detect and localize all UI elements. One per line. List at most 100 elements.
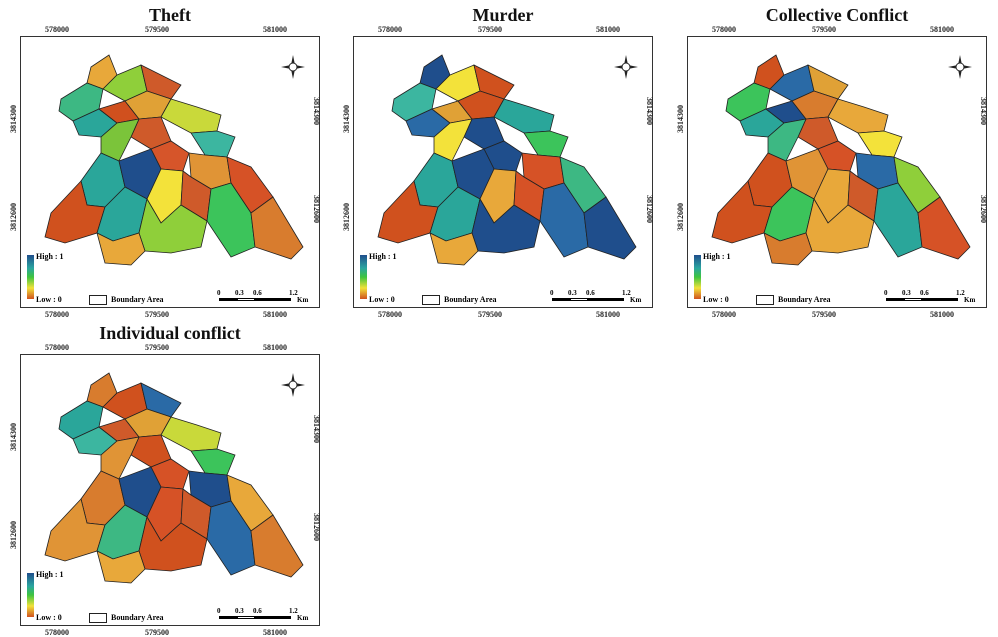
district-region xyxy=(827,98,889,134)
district-region xyxy=(250,196,304,260)
x-tick-label: 578000 xyxy=(712,310,736,319)
x-tick-label: 578000 xyxy=(45,25,69,34)
scale-label: 0 xyxy=(550,289,554,297)
district-region xyxy=(190,448,236,476)
boundary-legend-label: Boundary Area xyxy=(111,613,164,622)
district-region xyxy=(857,130,903,158)
scale-unit: Km xyxy=(297,614,309,622)
scale-segment xyxy=(237,616,255,619)
legend-high-label: High : 1 xyxy=(369,252,397,261)
x-tick-label: 578000 xyxy=(378,25,402,34)
x-tick-label: 581000 xyxy=(263,310,287,319)
district-region xyxy=(471,197,541,254)
scale-segment xyxy=(904,298,922,301)
x-tick-label: 579500 xyxy=(478,310,502,319)
north-arrow-icon xyxy=(948,55,972,79)
map-panel-theft: Theft 578000 578000 579500 579500 581000 58100… xyxy=(9,4,330,319)
map-frame: 578000 578000 579500 579500 581000 581000 3814… xyxy=(9,25,321,319)
boundary-legend-swatch xyxy=(756,295,774,305)
y-tick-label: 3812600 xyxy=(342,203,351,231)
map-frame: 578000 578000 579500 579500 581000 581000 3814… xyxy=(342,25,654,319)
scale-label: 0.6 xyxy=(253,607,262,615)
north-arrow-icon xyxy=(281,373,305,397)
scale-bar: 0 0.3 0.6 1.2 Km xyxy=(550,289,641,304)
scale-label: 0 xyxy=(217,607,221,615)
legend-low-label: Low : 0 xyxy=(369,295,395,304)
x-tick-label: 578000 xyxy=(45,343,69,352)
district-region xyxy=(250,514,304,578)
north-arrow-icon xyxy=(614,55,638,79)
legend-color-ramp xyxy=(27,255,34,299)
panel-title: Individual conflict xyxy=(99,323,241,343)
scale-label: 0 xyxy=(217,289,221,297)
scale-label: 0.6 xyxy=(586,289,595,297)
boundary-legend-label: Boundary Area xyxy=(444,295,497,304)
panel-title: Murder xyxy=(472,5,534,25)
scale-unit: Km xyxy=(297,296,309,304)
x-tick-label: 579500 xyxy=(145,343,169,352)
north-arrow-icon xyxy=(281,55,305,79)
scale-label: 0 xyxy=(884,289,888,297)
district-region xyxy=(190,130,236,158)
x-tick-label: 581000 xyxy=(930,25,954,34)
district-region xyxy=(160,416,222,452)
y-tick-label: 3814300 xyxy=(9,423,18,451)
scale-label: 0.3 xyxy=(235,607,244,615)
x-tick-label: 581000 xyxy=(596,310,620,319)
legend-high-label: High : 1 xyxy=(703,252,731,261)
y-tick-label: 3814300 xyxy=(9,105,18,133)
legend-color-ramp xyxy=(27,573,34,617)
district-region xyxy=(138,197,208,254)
legend-low-label: Low : 0 xyxy=(36,295,62,304)
choropleth-map xyxy=(711,54,971,266)
scale-segment xyxy=(886,298,904,301)
x-tick-label: 579500 xyxy=(145,628,169,637)
scale-unit: Km xyxy=(630,296,642,304)
x-tick-label: 581000 xyxy=(263,628,287,637)
x-tick-label: 581000 xyxy=(263,25,287,34)
scale-bar: 0 0.3 0.6 1.2 Km xyxy=(217,607,308,622)
x-tick-label: 581000 xyxy=(930,310,954,319)
scale-segment xyxy=(922,298,958,301)
y-tick-label: 3814300 xyxy=(342,105,351,133)
district-region xyxy=(523,130,569,158)
boundary-legend-swatch xyxy=(422,295,440,305)
x-tick-label: 579500 xyxy=(145,25,169,34)
x-tick-label: 581000 xyxy=(263,343,287,352)
district-region xyxy=(429,232,479,266)
x-tick-label: 578000 xyxy=(45,310,69,319)
y-tick-label: 3812600 xyxy=(676,203,685,231)
scale-label: 0.6 xyxy=(920,289,929,297)
x-tick-label: 581000 xyxy=(596,25,620,34)
district-region xyxy=(763,232,813,266)
district-region xyxy=(96,232,146,266)
x-tick-label: 578000 xyxy=(712,25,736,34)
choropleth-map xyxy=(44,372,304,584)
choropleth-map xyxy=(44,54,304,266)
boundary-legend-label: Boundary Area xyxy=(111,295,164,304)
scale-segment xyxy=(219,298,237,301)
scale-bar: 0 0.3 0.6 1.2 Km xyxy=(217,289,308,304)
district-region xyxy=(805,197,875,254)
legend-color-ramp xyxy=(360,255,367,299)
legend-low-label: Low : 0 xyxy=(36,613,62,622)
scale-label: 0.3 xyxy=(235,289,244,297)
y-tick-label: 3812600 xyxy=(9,521,18,549)
boundary-legend-swatch xyxy=(89,613,107,623)
district-region xyxy=(917,196,971,260)
scale-segment xyxy=(255,616,291,619)
legend-low-label: Low : 0 xyxy=(703,295,729,304)
panel-title: Theft xyxy=(149,5,191,25)
scale-segment xyxy=(255,298,291,301)
boundary-legend-swatch xyxy=(89,295,107,305)
scale-segment xyxy=(237,298,255,301)
map-panel-murder: Murder 578000 578000 579500 579500 581000 5810… xyxy=(342,4,663,319)
x-tick-label: 579500 xyxy=(145,310,169,319)
district-region xyxy=(138,515,208,572)
scale-label: 1.2 xyxy=(956,289,965,297)
scale-bar: 0 0.3 0.6 1.2 Km xyxy=(884,289,975,304)
boundary-legend-label: Boundary Area xyxy=(778,295,831,304)
x-tick-label: 578000 xyxy=(45,628,69,637)
x-tick-label: 579500 xyxy=(812,310,836,319)
legend-high-label: High : 1 xyxy=(36,252,64,261)
